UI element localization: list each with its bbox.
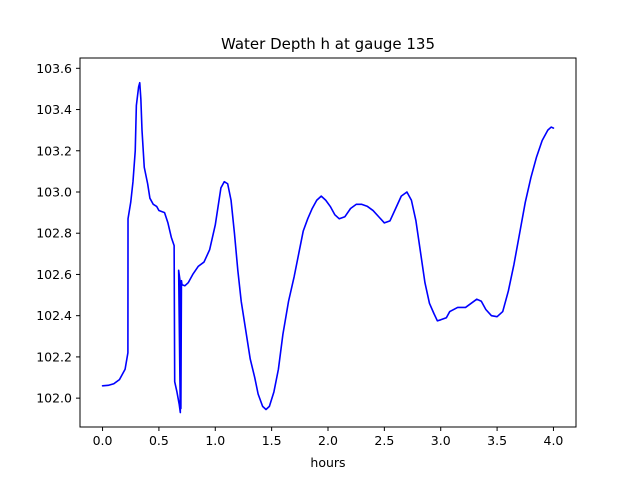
chart-title: Water Depth h at gauge 135 (221, 35, 435, 53)
x-tick-label: 2.5 (374, 433, 394, 448)
x-tick-label: 3.0 (431, 433, 451, 448)
y-tick-label: 103.0 (36, 184, 72, 199)
x-tick-label: 1.0 (205, 433, 225, 448)
x-tick-label: 3.5 (487, 433, 507, 448)
y-tick-label: 102.6 (36, 267, 72, 282)
x-tick-label: 0.0 (93, 433, 113, 448)
plot-frame (79, 57, 577, 428)
y-tick-label: 103.4 (36, 102, 72, 117)
y-axis: 102.0 102.2 102.4 102.6 102.8 103.0 103.2 103.4… (36, 61, 80, 406)
x-axis: 0.0 0.5 1.0 1.5 2.0 2.5 3.0 3.5 4.0 (93, 427, 564, 448)
y-tick-label: 102.4 (36, 308, 72, 323)
series-line (101, 81, 555, 414)
y-tick-label: 103.2 (36, 143, 72, 158)
x-tick-label: 4.0 (544, 433, 564, 448)
y-tick-label: 103.6 (36, 61, 72, 76)
y-tick-label: 102.8 (36, 226, 72, 241)
x-tick-label: 1.5 (262, 433, 282, 448)
x-tick-label: 2.0 (318, 433, 338, 448)
y-tick-label: 102.2 (36, 349, 72, 364)
y-tick-label: 102.0 (36, 391, 72, 406)
x-axis-label: hours (310, 455, 345, 470)
x-tick-label: 0.5 (149, 433, 169, 448)
